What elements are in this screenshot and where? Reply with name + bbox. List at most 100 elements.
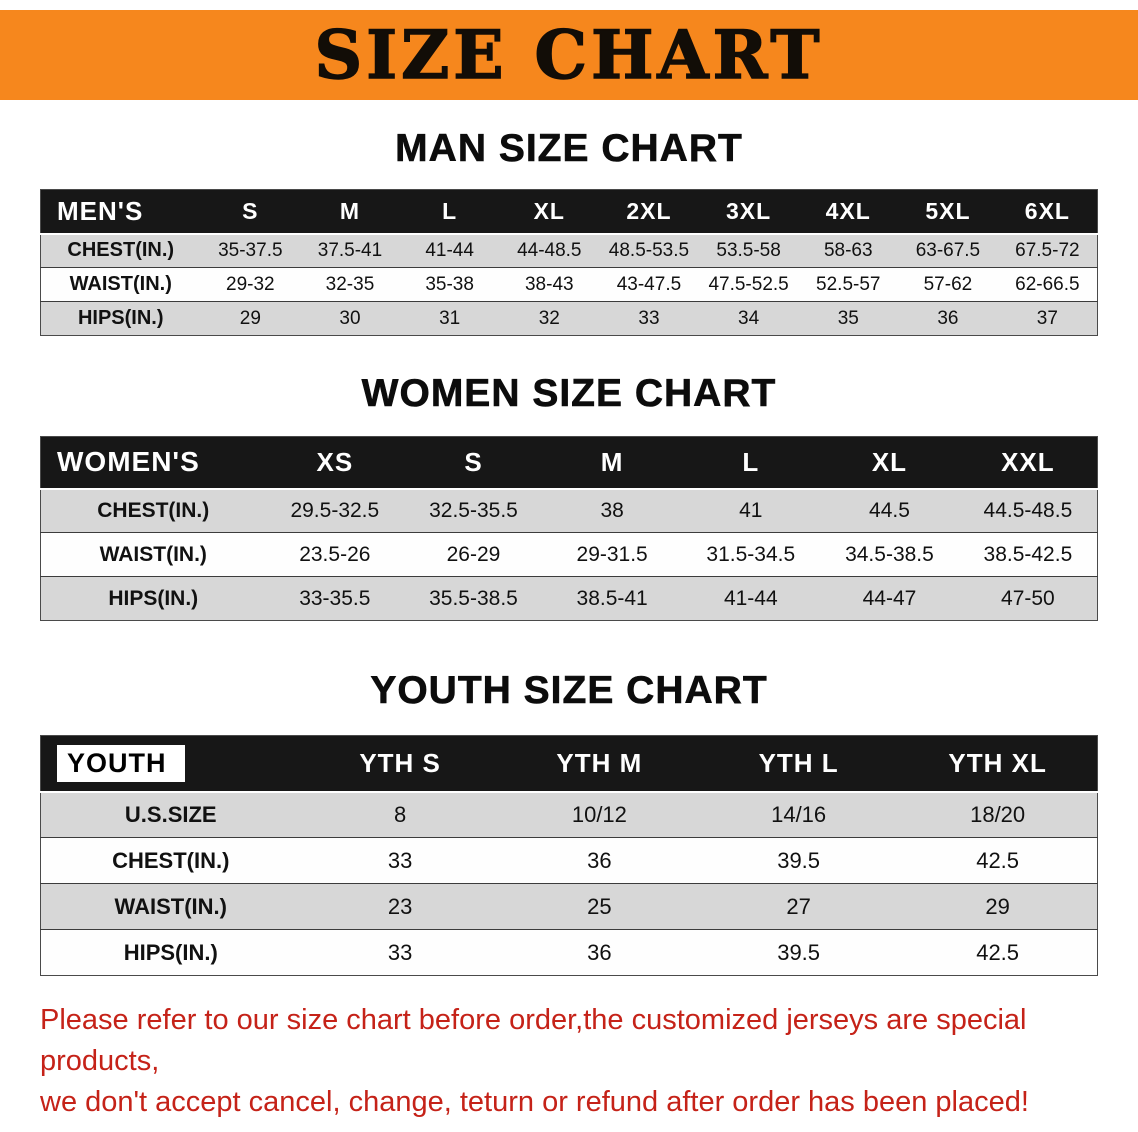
column-header: L xyxy=(681,436,821,490)
men-table-wrap: MEN'S S M L XL 2XL 3XL 4XL 5XL 6XL CHEST… xyxy=(0,189,1138,336)
cell: 53.5-58 xyxy=(698,233,799,268)
women-table-wrap: WOMEN'S XS S M L XL XXL CHEST(IN.) 29.5-… xyxy=(0,436,1138,621)
youth-section-heading: YOUTH SIZE CHART xyxy=(370,669,768,713)
column-header: XXL xyxy=(958,436,1098,490)
column-header: XS xyxy=(265,436,405,490)
cell: 33 xyxy=(300,837,500,884)
cell: 58-63 xyxy=(798,233,899,268)
column-header: L xyxy=(399,189,500,235)
women-header-row: WOMEN'S XS S M L XL XXL xyxy=(40,436,1098,490)
row-label: CHEST(IN.) xyxy=(40,488,266,533)
cell: 29 xyxy=(200,301,301,336)
women-size-table: WOMEN'S XS S M L XL XXL CHEST(IN.) 29.5-… xyxy=(40,436,1098,621)
cell: 33 xyxy=(300,929,500,976)
column-header: S xyxy=(200,189,301,235)
cell: 26-29 xyxy=(404,532,543,577)
cell: 32 xyxy=(499,301,600,336)
youth-size-table: YOUTH YTH S YTH M YTH L YTH XL U.S.SIZE … xyxy=(40,735,1098,976)
cell: 31.5-34.5 xyxy=(681,532,821,577)
youth-table-title: YOUTH xyxy=(40,735,301,793)
row-label: U.S.SIZE xyxy=(40,791,301,838)
column-header: 2XL xyxy=(599,189,699,235)
cell: 42.5 xyxy=(898,929,1098,976)
cell: 42.5 xyxy=(898,837,1098,884)
cell: 35 xyxy=(798,301,899,336)
table-row: WAIST(IN.) 23 25 27 29 xyxy=(40,883,1098,930)
column-header: YTH XL xyxy=(898,735,1098,793)
row-label: HIPS(IN.) xyxy=(40,301,201,336)
cell: 37 xyxy=(997,301,1098,336)
cell: 34 xyxy=(698,301,799,336)
men-table-title: MEN'S xyxy=(40,189,201,235)
cell: 29 xyxy=(898,883,1098,930)
cell: 62-66.5 xyxy=(997,267,1098,302)
table-row: CHEST(IN.) 35-37.5 37.5-41 41-44 44-48.5… xyxy=(40,233,1098,268)
cell: 57-62 xyxy=(898,267,998,302)
cell: 36 xyxy=(898,301,998,336)
table-row: CHEST(IN.) 33 36 39.5 42.5 xyxy=(40,837,1098,884)
cell: 44-47 xyxy=(820,576,959,621)
row-label: HIPS(IN.) xyxy=(40,576,266,621)
cell: 41 xyxy=(681,488,821,533)
men-section-heading: MAN SIZE CHART xyxy=(395,127,743,171)
cell: 23 xyxy=(300,883,500,930)
cell: 35.5-38.5 xyxy=(404,576,543,621)
table-row: HIPS(IN.) 33-35.5 35.5-38.5 38.5-41 41-4… xyxy=(40,576,1098,621)
cell: 29.5-32.5 xyxy=(265,488,405,533)
youth-table-wrap: YOUTH YTH S YTH M YTH L YTH XL U.S.SIZE … xyxy=(0,735,1138,976)
cell: 38-43 xyxy=(499,267,600,302)
cell: 47.5-52.5 xyxy=(698,267,799,302)
row-label: HIPS(IN.) xyxy=(40,929,301,976)
column-header: M xyxy=(542,436,682,490)
table-row: HIPS(IN.) 33 36 39.5 42.5 xyxy=(40,929,1098,976)
cell: 39.5 xyxy=(699,929,899,976)
column-header: 3XL xyxy=(698,189,799,235)
cell: 41-44 xyxy=(399,233,500,268)
banner: SIZE CHART xyxy=(0,10,1138,100)
cell: 38 xyxy=(542,488,682,533)
women-table-title: WOMEN'S xyxy=(40,436,266,490)
cell: 38.5-42.5 xyxy=(958,532,1098,577)
cell: 63-67.5 xyxy=(898,233,998,268)
cell: 37.5-41 xyxy=(300,233,400,268)
cell: 48.5-53.5 xyxy=(599,233,699,268)
cell: 31 xyxy=(399,301,500,336)
column-header: YTH M xyxy=(499,735,699,793)
row-label: WAIST(IN.) xyxy=(40,532,266,577)
column-header: XL xyxy=(499,189,600,235)
cell: 44-48.5 xyxy=(499,233,600,268)
cell: 47-50 xyxy=(958,576,1098,621)
cell: 52.5-57 xyxy=(798,267,899,302)
cell: 44.5 xyxy=(820,488,959,533)
cell: 10/12 xyxy=(499,791,699,838)
cell: 41-44 xyxy=(681,576,821,621)
column-header: YTH L xyxy=(699,735,899,793)
cell: 35-37.5 xyxy=(200,233,301,268)
column-header: XL xyxy=(820,436,959,490)
row-label: CHEST(IN.) xyxy=(40,233,201,268)
cell: 39.5 xyxy=(699,837,899,884)
men-header-row: MEN'S S M L XL 2XL 3XL 4XL 5XL 6XL xyxy=(40,189,1098,235)
table-row: WAIST(IN.) 23.5-26 26-29 29-31.5 31.5-34… xyxy=(40,532,1098,577)
cell: 43-47.5 xyxy=(599,267,699,302)
cell: 44.5-48.5 xyxy=(958,488,1098,533)
cell: 27 xyxy=(699,883,899,930)
cell: 36 xyxy=(499,929,699,976)
cell: 67.5-72 xyxy=(997,233,1098,268)
column-header: M xyxy=(300,189,400,235)
cell: 8 xyxy=(300,791,500,838)
table-row: WAIST(IN.) 29-32 32-35 35-38 38-43 43-47… xyxy=(40,267,1098,302)
cell: 32-35 xyxy=(300,267,400,302)
cell: 34.5-38.5 xyxy=(820,532,959,577)
cell: 32.5-35.5 xyxy=(404,488,543,533)
youth-header-row: YOUTH YTH S YTH M YTH L YTH XL xyxy=(40,735,1098,793)
disclaimer-line-1: Please refer to our size chart before or… xyxy=(40,1004,1027,1078)
cell: 25 xyxy=(499,883,699,930)
table-row: HIPS(IN.) 29 30 31 32 33 34 35 36 37 xyxy=(40,301,1098,336)
cell: 14/16 xyxy=(699,791,899,838)
row-label: WAIST(IN.) xyxy=(40,883,301,930)
cell: 29-31.5 xyxy=(542,532,682,577)
disclaimer-text: Please refer to our size chart before or… xyxy=(40,1000,1138,1124)
cell: 30 xyxy=(300,301,400,336)
